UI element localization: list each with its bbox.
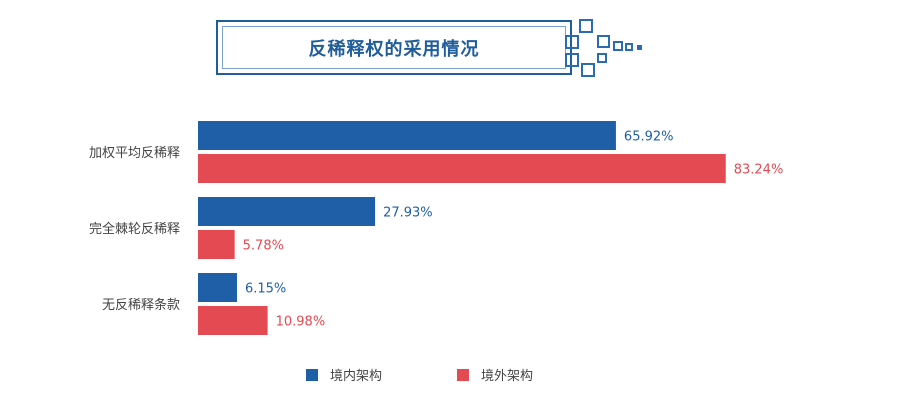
bar-domestic	[198, 197, 376, 226]
data-label: 10.98%	[276, 315, 326, 330]
legend-swatch	[457, 369, 469, 381]
legend-label: 境外架构	[481, 369, 533, 384]
chart-title-box: 反稀释权的采用情况	[216, 20, 572, 75]
data-label: 27.93%	[383, 206, 433, 221]
category-label: 加权平均反稀释	[89, 145, 180, 161]
legend-label: 境内架构	[330, 368, 382, 384]
data-label: 5.78%	[243, 239, 284, 254]
data-label: 65.92%	[624, 130, 674, 145]
bar-overseas	[198, 230, 235, 259]
category-label: 无反稀释条款	[102, 297, 180, 313]
bar-domestic	[198, 273, 237, 302]
bar-overseas	[198, 154, 726, 183]
data-label: 83.24%	[734, 163, 784, 178]
title-decoration-icon	[565, 19, 642, 77]
bar-domestic	[198, 121, 616, 150]
bar-overseas	[198, 306, 268, 335]
data-label: 6.15%	[245, 282, 286, 297]
legend-swatch	[306, 369, 318, 381]
category-label: 完全棘轮反稀释	[89, 221, 180, 237]
